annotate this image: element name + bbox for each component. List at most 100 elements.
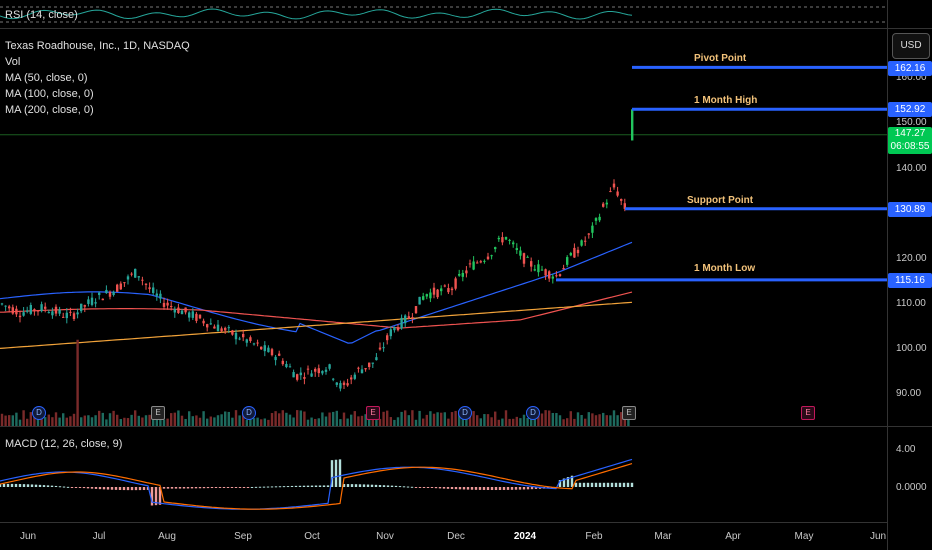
price-chart[interactable] xyxy=(0,28,888,428)
candle xyxy=(210,323,212,324)
support-price-tag: 130.89 xyxy=(888,202,932,217)
macd-axis-label: 0.0000 xyxy=(896,482,927,493)
macd-histogram-bar xyxy=(403,486,405,487)
candle xyxy=(228,327,230,328)
candle xyxy=(264,345,266,351)
candle xyxy=(436,290,438,297)
volume-bar xyxy=(562,419,564,426)
ma50-line xyxy=(0,242,632,343)
macd-histogram-bar xyxy=(287,486,289,487)
candle xyxy=(48,312,50,313)
candle xyxy=(350,377,352,379)
macd-line xyxy=(0,459,632,509)
volume-bar xyxy=(188,411,190,426)
macd-histogram-bar xyxy=(379,485,381,487)
candle xyxy=(170,306,172,307)
candle xyxy=(411,317,413,318)
macd-histogram-bar xyxy=(123,487,125,490)
macd-label: MACD (12, 26, close, 9) xyxy=(5,438,122,450)
volume-bar xyxy=(278,413,280,426)
candle xyxy=(296,374,298,380)
macd-histogram-bar xyxy=(139,487,141,490)
candle xyxy=(415,306,417,313)
candle xyxy=(526,257,528,258)
macd-histogram-bar xyxy=(527,487,529,489)
candle xyxy=(314,369,316,372)
macd-histogram-bar xyxy=(467,487,469,490)
earnings-marker[interactable]: E xyxy=(622,406,636,420)
macd-chart[interactable] xyxy=(0,427,888,522)
upcoming-earnings-marker[interactable]: E xyxy=(801,406,815,420)
candle xyxy=(188,312,190,317)
candle xyxy=(213,327,215,329)
macd-histogram-bar xyxy=(523,487,525,489)
time-axis-label: Dec xyxy=(447,531,465,542)
volume-bar xyxy=(318,418,320,426)
earnings-marker[interactable]: E xyxy=(151,406,165,420)
volume-bar xyxy=(357,416,359,426)
candle xyxy=(325,370,327,372)
volume-bar xyxy=(141,418,143,426)
volume-bar xyxy=(130,415,132,426)
candle xyxy=(138,276,140,277)
candle xyxy=(505,237,507,240)
volume-bar xyxy=(274,411,276,426)
candle xyxy=(516,248,518,250)
candle xyxy=(451,289,453,291)
candle xyxy=(22,312,24,316)
volume-bar xyxy=(526,418,528,426)
candle xyxy=(307,369,309,370)
current-price-tag: 147.27 06:08:55 xyxy=(888,127,932,154)
candle xyxy=(408,316,410,319)
macd-histogram-bar xyxy=(31,484,33,487)
candle xyxy=(102,299,104,300)
volume-bar xyxy=(199,418,201,426)
macd-histogram-bar xyxy=(415,487,417,488)
macd-histogram-bar xyxy=(247,487,249,488)
candle xyxy=(501,237,503,242)
volume-bar xyxy=(87,415,89,426)
candle xyxy=(343,383,345,385)
candle xyxy=(336,383,338,385)
volume-bar xyxy=(51,417,53,426)
candle xyxy=(130,274,132,275)
macd-histogram-bar xyxy=(363,484,365,487)
candle xyxy=(332,379,334,380)
macd-histogram-bar xyxy=(83,487,85,488)
currency-button[interactable]: USD xyxy=(892,33,930,59)
candle xyxy=(429,292,431,298)
macd-histogram-bar xyxy=(167,487,169,489)
candle xyxy=(33,309,35,311)
macd-histogram-bar xyxy=(619,483,621,487)
candle xyxy=(454,278,456,288)
candle xyxy=(368,363,370,367)
candle xyxy=(494,247,496,249)
candle xyxy=(310,373,312,376)
candle xyxy=(184,308,186,313)
candle xyxy=(148,287,150,289)
time-axis-label: Oct xyxy=(304,531,320,542)
dividend-marker[interactable]: D xyxy=(32,406,46,420)
volume-bar xyxy=(4,416,6,426)
rsi-pane: RSI (14, close) xyxy=(0,0,888,28)
candle xyxy=(231,330,233,334)
time-axis-label: 2024 xyxy=(514,531,536,542)
volume-bar xyxy=(69,416,71,426)
dividend-marker[interactable]: D xyxy=(458,406,472,420)
macd-histogram-bar xyxy=(435,487,437,488)
volume-bar xyxy=(400,412,402,426)
volume-bar xyxy=(552,413,554,426)
candle xyxy=(192,311,194,318)
volume-bar xyxy=(84,416,86,426)
time-axis-label: Jul xyxy=(93,531,106,542)
candle xyxy=(404,316,406,324)
earnings-marker[interactable]: E xyxy=(366,406,380,420)
dividend-marker[interactable]: D xyxy=(526,406,540,420)
volume-bar xyxy=(210,417,212,426)
dividend-marker[interactable]: D xyxy=(242,406,256,420)
ma200-label: MA (200, close, 0) xyxy=(5,104,94,116)
volume-bar xyxy=(328,413,330,426)
candle xyxy=(238,339,240,340)
volume-bar xyxy=(505,410,507,426)
volume-bar xyxy=(490,417,492,426)
